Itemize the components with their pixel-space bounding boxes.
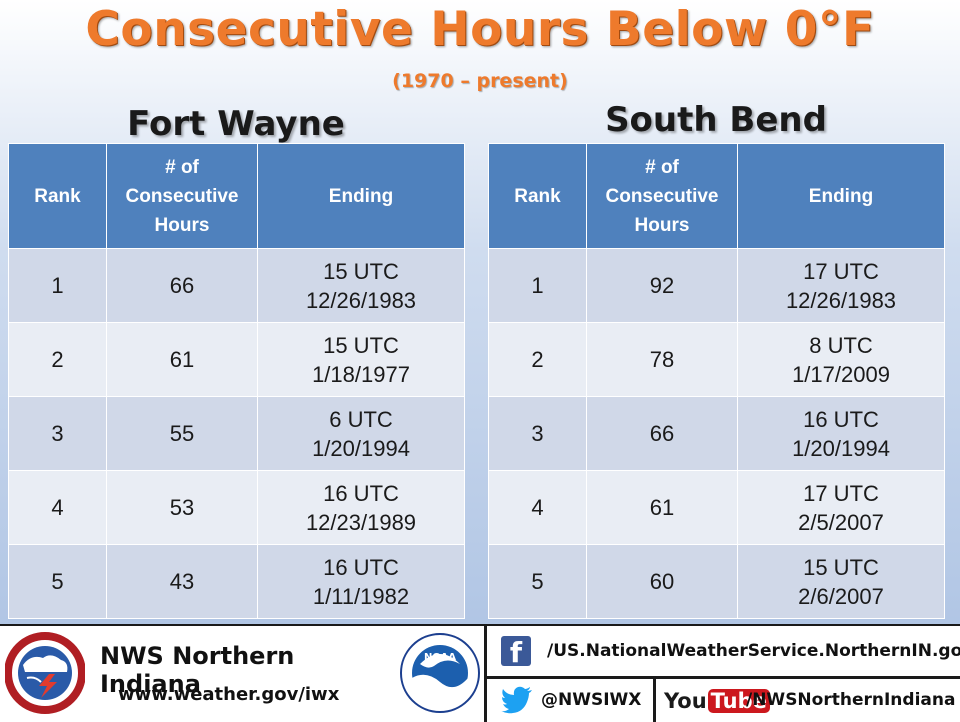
ending-date: 1/20/1994 <box>792 435 890 461</box>
youtube-logo-you: You <box>664 689 707 713</box>
ending-cell: 16 UTC 1/11/1982 <box>257 544 465 619</box>
ending-date: 12/26/1983 <box>785 287 897 313</box>
rank-cell: 5 <box>488 544 587 619</box>
rank-cell: 4 <box>488 470 587 545</box>
ending-date: 12/23/1989 <box>305 509 417 535</box>
hours-cell: 66 <box>106 248 258 323</box>
ending-time: 16 UTC <box>803 406 879 432</box>
table-row: 4 53 16 UTC 12/23/1989 <box>8 470 465 545</box>
hours-header-line: # of <box>645 156 679 178</box>
rank-header: Rank <box>8 143 107 249</box>
rank-cell: 3 <box>8 396 107 471</box>
youtube-icon: You Tube <box>664 686 770 716</box>
rank-cell: 3 <box>488 396 587 471</box>
hours-cell: 78 <box>586 322 738 397</box>
hours-cell: 55 <box>106 396 258 471</box>
office-website-link[interactable]: www.weather.gov/iwx <box>118 684 340 705</box>
ending-cell: 8 UTC 1/17/2009 <box>737 322 945 397</box>
table-row: 5 60 15 UTC 2/6/2007 <box>488 544 945 619</box>
hours-header: # of Consecutive Hours <box>586 143 738 249</box>
hours-cell: 92 <box>586 248 738 323</box>
fort-wayne-heading: Fort Wayne <box>127 104 345 144</box>
table-row: 3 55 6 UTC 1/20/1994 <box>8 396 465 471</box>
table-row: 2 61 15 UTC 1/18/1977 <box>8 322 465 397</box>
ending-cell: 17 UTC 2/5/2007 <box>737 470 945 545</box>
ending-date: 1/20/1994 <box>312 435 410 461</box>
table-header-row: Rank # of Consecutive Hours Ending <box>488 143 945 249</box>
facebook-row: f /US.NationalWeatherService.NorthernIN.… <box>487 626 960 679</box>
table-row: 4 61 17 UTC 2/5/2007 <box>488 470 945 545</box>
svg-text:NOAA: NOAA <box>424 652 456 663</box>
hours-cell: 53 <box>106 470 258 545</box>
rank-header: Rank <box>488 143 587 249</box>
ending-header: Ending <box>257 143 465 249</box>
hours-cell: 43 <box>106 544 258 619</box>
ending-cell: 16 UTC 12/23/1989 <box>257 470 465 545</box>
social-links-panel: f /US.NationalWeatherService.NorthernIN.… <box>484 626 960 722</box>
ending-header: Ending <box>737 143 945 249</box>
rank-cell: 1 <box>8 248 107 323</box>
ending-cell: 16 UTC 1/20/1994 <box>737 396 945 471</box>
hours-cell: 66 <box>586 396 738 471</box>
ending-time: 15 UTC <box>323 258 399 284</box>
twitter-icon <box>501 686 532 714</box>
table-header-row: Rank # of Consecutive Hours Ending <box>8 143 465 249</box>
ending-cell: 15 UTC 2/6/2007 <box>737 544 945 619</box>
table-row: 2 78 8 UTC 1/17/2009 <box>488 322 945 397</box>
fort-wayne-table: Rank # of Consecutive Hours Ending 1 66 … <box>8 143 465 619</box>
table-row: 3 66 16 UTC 1/20/1994 <box>488 396 945 471</box>
hours-cell: 61 <box>106 322 258 397</box>
ending-cell: 15 UTC 12/26/1983 <box>257 248 465 323</box>
ending-date: 2/5/2007 <box>798 509 884 535</box>
south-bend-heading: South Bend <box>605 100 827 140</box>
youtube-cell: You Tube /NWSNorthernIndiana <box>656 679 960 722</box>
hours-header-line: Hours <box>154 214 210 236</box>
rank-cell: 4 <box>8 470 107 545</box>
ending-date: 1/18/1977 <box>312 361 410 387</box>
facebook-link[interactable]: /US.NationalWeatherService.NorthernIN.go… <box>547 641 960 661</box>
hours-header: # of Consecutive Hours <box>106 143 258 249</box>
ending-time: 15 UTC <box>323 332 399 358</box>
hours-header-line: Consecutive <box>125 185 239 207</box>
ending-cell: 6 UTC 1/20/1994 <box>257 396 465 471</box>
nws-logo-icon <box>5 632 85 714</box>
table-row: 1 92 17 UTC 12/26/1983 <box>488 248 945 323</box>
hours-cell: 61 <box>586 470 738 545</box>
ending-date: 1/17/2009 <box>792 361 890 387</box>
ending-date: 12/26/1983 <box>305 287 417 313</box>
south-bend-table: Rank # of Consecutive Hours Ending 1 92 … <box>488 143 945 619</box>
youtube-link[interactable]: /NWSNorthernIndiana <box>746 690 956 710</box>
hours-cell: 60 <box>586 544 738 619</box>
page-subtitle: (1970 – present) <box>392 70 568 92</box>
rank-cell: 5 <box>8 544 107 619</box>
rank-cell: 2 <box>488 322 587 397</box>
office-name: NWS Northern Indiana <box>100 642 295 698</box>
twitter-link[interactable]: @NWSIWX <box>541 690 642 710</box>
noaa-logo-icon: NOAA <box>400 633 480 713</box>
ending-time: 8 UTC <box>809 332 873 358</box>
youtube-logo-tube: Tube <box>707 689 770 713</box>
ending-time: 17 UTC <box>803 480 879 506</box>
rank-cell: 1 <box>488 248 587 323</box>
ending-cell: 15 UTC 1/18/1977 <box>257 322 465 397</box>
rank-cell: 2 <box>8 322 107 397</box>
hours-header-line: Hours <box>634 214 690 236</box>
table-row: 1 66 15 UTC 12/26/1983 <box>8 248 465 323</box>
ending-time: 6 UTC <box>329 406 393 432</box>
facebook-icon: f <box>501 636 531 669</box>
twitter-cell: @NWSIWX <box>487 679 656 722</box>
page-title: Consecutive Hours Below 0°F <box>85 2 875 57</box>
ending-cell: 17 UTC 12/26/1983 <box>737 248 945 323</box>
ending-date: 2/6/2007 <box>798 583 884 609</box>
hours-header-line: Consecutive <box>605 185 719 207</box>
ending-time: 16 UTC <box>323 480 399 506</box>
ending-time: 16 UTC <box>323 554 399 580</box>
ending-time: 15 UTC <box>803 554 879 580</box>
hours-header-line: # of <box>165 156 199 178</box>
table-row: 5 43 16 UTC 1/11/1982 <box>8 544 465 619</box>
footer-bar: NWS Northern Indiana www.weather.gov/iwx… <box>0 624 960 722</box>
ending-date: 1/11/1982 <box>312 583 410 609</box>
ending-time: 17 UTC <box>803 258 879 284</box>
